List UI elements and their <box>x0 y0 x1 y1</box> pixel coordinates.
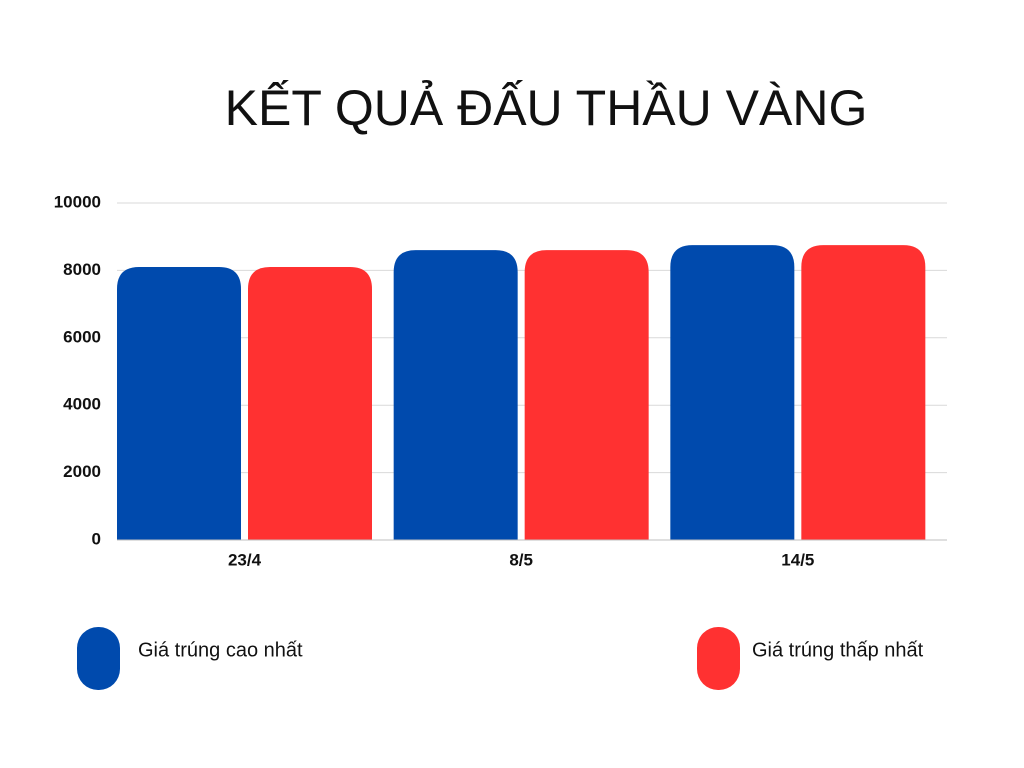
legend-swatch <box>77 627 120 690</box>
bar <box>393 250 518 540</box>
y-tick-label: 10000 <box>54 192 101 211</box>
bar <box>524 250 649 540</box>
y-tick-label: 6000 <box>63 327 101 346</box>
x-tick-label: 8/5 <box>509 550 533 569</box>
bar <box>801 245 926 540</box>
legend-swatch <box>697 627 740 690</box>
x-tick-label: 23/4 <box>228 550 262 569</box>
chart-title: KẾT QUẢ ĐẤU THẦU VÀNG <box>225 80 868 136</box>
bar <box>117 267 241 540</box>
bar <box>248 267 372 540</box>
y-tick-label: 0 <box>92 529 101 548</box>
legend-label: Giá trúng thấp nhất <box>752 639 924 661</box>
x-tick-label: 14/5 <box>781 550 814 569</box>
y-tick-label: 2000 <box>63 462 101 481</box>
legend-label: Giá trúng cao nhất <box>138 639 303 661</box>
bar <box>670 245 795 540</box>
y-tick-label: 8000 <box>63 260 101 279</box>
y-tick-label: 4000 <box>63 395 101 414</box>
